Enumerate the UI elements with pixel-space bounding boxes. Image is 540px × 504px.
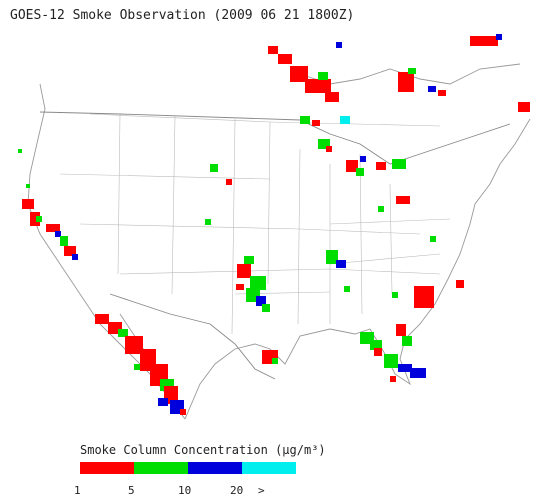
legend-swatch-1-5 [80, 462, 134, 474]
map-canvas [18, 34, 531, 420]
legend-tick-10: 10 [178, 484, 192, 497]
smoke-baja-california [95, 314, 186, 415]
legend-swatch-gt-20 [242, 462, 296, 474]
coastlines [27, 63, 531, 420]
legend-swatch-10-20 [188, 462, 242, 474]
legend-tick-5: 5 [128, 484, 135, 497]
smoke-southern-plains [205, 164, 278, 364]
smoke-southeast [326, 236, 464, 308]
legend-colorbar [80, 462, 296, 474]
state-boundaries [59, 113, 451, 335]
smoke-pacific-coast [18, 149, 78, 260]
smoke-great-lakes [300, 116, 410, 212]
legend-swatch-5-10 [134, 462, 188, 474]
legend-tick-20: 20 [230, 484, 244, 497]
map-title: GOES-12 Smoke Observation (2009 06 21 18… [10, 8, 355, 23]
country-boundaries [39, 111, 511, 380]
legend-tick-1: 1 [74, 484, 81, 497]
smoke-canada-north [268, 34, 530, 112]
smoke-florida [360, 324, 426, 382]
legend-tick-gt: > [258, 484, 265, 497]
legend-title: Smoke Column Concentration (μg/m³) [80, 443, 326, 457]
